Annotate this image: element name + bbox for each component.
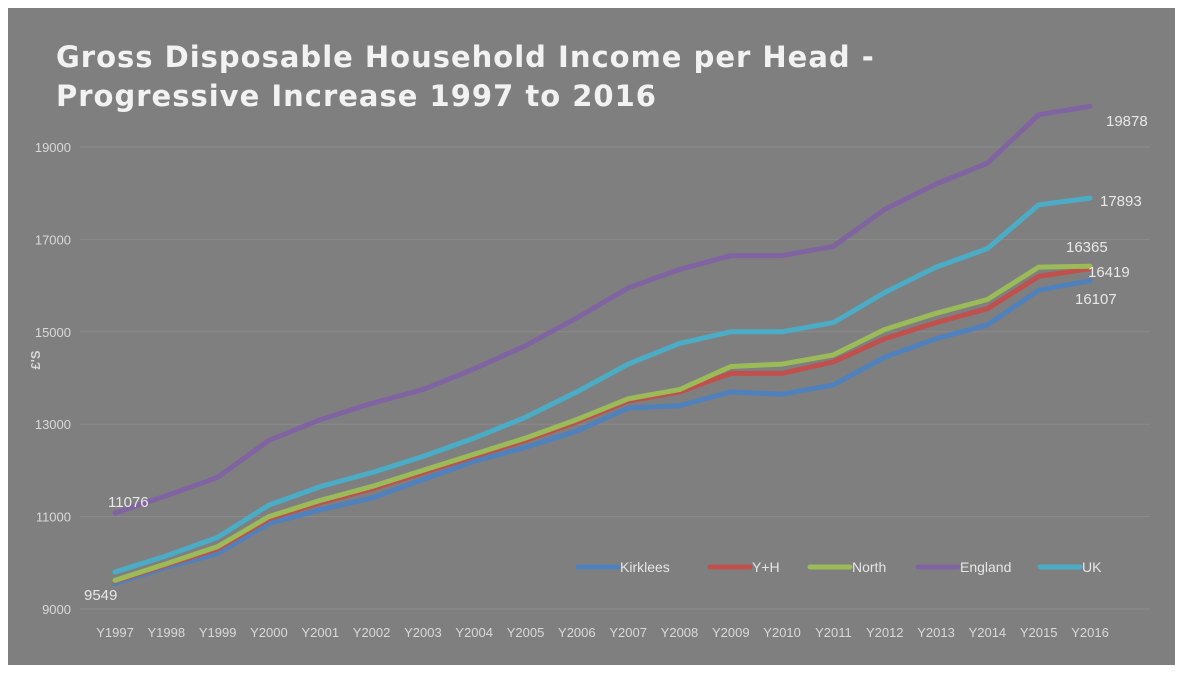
x-tick-label: Y2007 bbox=[609, 625, 647, 640]
x-tick-label: Y2001 bbox=[301, 625, 339, 640]
x-tick-label: Y2010 bbox=[763, 625, 801, 640]
series-line-england bbox=[112, 103, 1093, 516]
data-label: 16107 bbox=[1075, 291, 1117, 308]
data-label: 16365 bbox=[1066, 239, 1108, 256]
y-axis-label: £'S bbox=[28, 350, 43, 369]
data-label: 11076 bbox=[108, 494, 149, 511]
x-tick-label: Y2016 bbox=[1071, 625, 1109, 640]
y-tick-label: 15000 bbox=[35, 325, 71, 340]
x-tick-label: Y2013 bbox=[917, 625, 955, 640]
data-label: 9549 bbox=[84, 587, 117, 604]
y-tick-label: 9000 bbox=[42, 602, 71, 617]
x-tick-label: Y2002 bbox=[353, 625, 391, 640]
x-tick-label: Y2005 bbox=[507, 625, 545, 640]
x-tick-label: Y2011 bbox=[815, 625, 852, 640]
y-tick-label: 13000 bbox=[35, 417, 71, 432]
data-label: 17893 bbox=[1100, 193, 1142, 210]
x-tick-label: Y2015 bbox=[1020, 625, 1058, 640]
x-tick-label: Y2014 bbox=[969, 625, 1007, 640]
legend-label: Y+H bbox=[752, 559, 780, 575]
data-label: 19878 bbox=[1106, 113, 1148, 130]
x-tick-label: Y2003 bbox=[404, 625, 442, 640]
x-tick-label: Y2006 bbox=[558, 625, 596, 640]
x-tick-label: Y1999 bbox=[199, 625, 237, 640]
series-line-uk bbox=[112, 195, 1093, 575]
y-tick-label: 19000 bbox=[35, 140, 71, 155]
x-tick-label: Y2012 bbox=[866, 625, 904, 640]
x-tick-label: Y2008 bbox=[661, 625, 699, 640]
legend-label: North bbox=[852, 559, 886, 575]
gridlines bbox=[80, 146, 1150, 610]
data-label: 16419 bbox=[1088, 264, 1130, 281]
x-tick-label: Y2009 bbox=[712, 625, 750, 640]
x-tick-label: Y2000 bbox=[250, 625, 288, 640]
x-tick-label: Y2004 bbox=[455, 625, 493, 640]
y-tick-label: 17000 bbox=[35, 232, 71, 247]
y-tick-label: 11000 bbox=[36, 510, 71, 525]
series-line-y-h bbox=[112, 266, 1093, 584]
legend-label: England bbox=[960, 559, 1011, 575]
x-tick-label: Y1997 bbox=[96, 625, 134, 640]
chart-title: Gross Disposable Household Income per He… bbox=[56, 40, 875, 113]
legend-label: Kirklees bbox=[620, 559, 670, 575]
legend-label: UK bbox=[1082, 559, 1102, 575]
y-axis-ticks: 9000 11000 13000 15000 17000 19000 bbox=[35, 140, 71, 617]
series-lines bbox=[112, 103, 1093, 587]
x-axis-ticks: Y1997 Y1998 Y1999 Y2000 Y2001 Y2002 Y2003 Y2004… bbox=[96, 625, 1109, 640]
data-annotations: 11076 9549 19878 17893 16365 16419 16107 bbox=[84, 113, 1148, 604]
legend: Kirklees Y+H North England UK bbox=[575, 559, 1102, 575]
series-line-north bbox=[112, 263, 1093, 583]
x-tick-label: Y1998 bbox=[148, 625, 186, 640]
series-line-kirklees bbox=[112, 278, 1093, 587]
